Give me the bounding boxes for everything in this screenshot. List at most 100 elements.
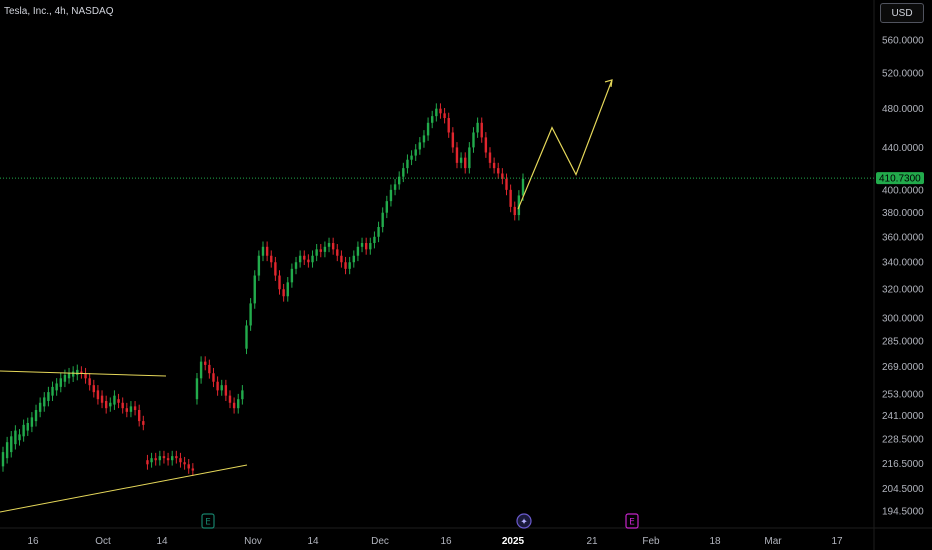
candle — [22, 419, 25, 442]
candle — [241, 385, 244, 405]
price-axis-label: 480.0000 — [882, 104, 924, 115]
candle — [377, 221, 380, 243]
price-axis-label: 520.0000 — [882, 69, 924, 80]
earnings-upcoming-icon[interactable]: E — [625, 513, 639, 529]
candle — [265, 241, 269, 262]
candle — [59, 373, 62, 393]
svg-text:✦: ✦ — [520, 518, 528, 528]
candle — [30, 412, 34, 433]
candle — [402, 162, 405, 183]
candle — [129, 401, 133, 418]
candle — [14, 425, 17, 450]
candle — [245, 320, 248, 355]
candle — [253, 270, 256, 309]
candle — [414, 144, 417, 161]
candle — [443, 108, 446, 124]
upper-trendline[interactable] — [0, 370, 167, 377]
projection-arrowhead — [604, 79, 613, 87]
time-axis-label: 16 — [27, 536, 39, 547]
candle — [406, 154, 409, 174]
candle — [166, 452, 170, 466]
candlestick-series — [1, 103, 525, 476]
candle — [179, 452, 182, 468]
candle — [501, 168, 504, 185]
candle — [439, 103, 442, 119]
currency-button[interactable]: USD — [880, 3, 924, 23]
candle — [393, 179, 397, 196]
candle — [459, 152, 463, 169]
candle — [146, 454, 149, 470]
candle — [278, 270, 281, 295]
time-axis-label: 21 — [586, 536, 598, 547]
candle — [455, 142, 459, 169]
candle — [426, 117, 430, 141]
time-axis-label: 18 — [709, 536, 721, 547]
candle — [323, 241, 327, 258]
candle — [336, 244, 339, 262]
symbol-title: Tesla, Inc., 4h, NASDAQ — [4, 6, 114, 17]
earnings-icon[interactable]: E — [201, 513, 215, 529]
price-axis-label: 285.0000 — [882, 336, 924, 347]
svg-text:E: E — [629, 518, 635, 528]
candle — [381, 207, 384, 233]
price-axis-label: 300.0000 — [882, 313, 924, 324]
candle — [150, 452, 153, 468]
price-axis-label: 340.0000 — [882, 258, 924, 269]
candle — [348, 256, 351, 275]
candle — [212, 367, 215, 388]
candle — [92, 379, 95, 398]
dividend-event-icon[interactable]: ✦ — [516, 513, 532, 529]
candle — [133, 401, 137, 416]
time-axis-label: Oct — [95, 536, 111, 547]
candle — [158, 450, 162, 466]
last-price-label: 410.7300 — [879, 174, 921, 185]
time-axis-label: 2025 — [502, 536, 525, 547]
candle — [352, 250, 355, 268]
candle — [468, 142, 471, 174]
candle — [80, 366, 83, 379]
time-axis-label: 14 — [307, 536, 319, 547]
price-axis-label: 253.0000 — [882, 389, 924, 400]
price-axis-label: 440.0000 — [882, 143, 924, 154]
candle — [373, 231, 376, 249]
candle — [431, 110, 434, 129]
candle — [389, 184, 393, 207]
candle — [104, 395, 108, 414]
candle — [447, 112, 450, 138]
candle — [96, 385, 100, 405]
lower-trendline[interactable] — [0, 464, 248, 513]
candle — [435, 103, 438, 122]
candle — [274, 256, 277, 281]
candle — [183, 456, 186, 470]
projection-path[interactable] — [517, 79, 613, 210]
candle — [204, 356, 207, 371]
time-axis-label: 14 — [156, 536, 168, 547]
candle — [472, 127, 475, 153]
price-axis-label: 380.0000 — [882, 208, 924, 219]
price-axis: 560.0000 520.0000 480.0000 440.0000 400.0000… — [882, 36, 924, 518]
candle — [476, 117, 479, 138]
candle — [191, 463, 195, 476]
candle — [340, 250, 343, 268]
time-axis-label: 17 — [831, 536, 843, 547]
price-axis-label: 269.0000 — [882, 362, 924, 373]
candle — [47, 386, 50, 407]
candle — [484, 132, 488, 158]
candle — [109, 397, 112, 412]
event-markers: E ✦ E — [201, 513, 639, 529]
price-axis-label: 400.0000 — [882, 185, 924, 196]
price-axis-label: 216.5000 — [882, 459, 924, 470]
candle — [385, 195, 389, 219]
candle — [67, 367, 71, 384]
candle — [237, 393, 240, 414]
time-axis-label: Mar — [764, 536, 782, 547]
candle — [154, 452, 157, 466]
candle — [451, 127, 455, 153]
candle — [410, 150, 413, 166]
candle — [175, 450, 178, 464]
candle — [121, 397, 124, 414]
candle — [356, 241, 360, 262]
candle — [422, 130, 426, 148]
candle — [18, 429, 21, 446]
